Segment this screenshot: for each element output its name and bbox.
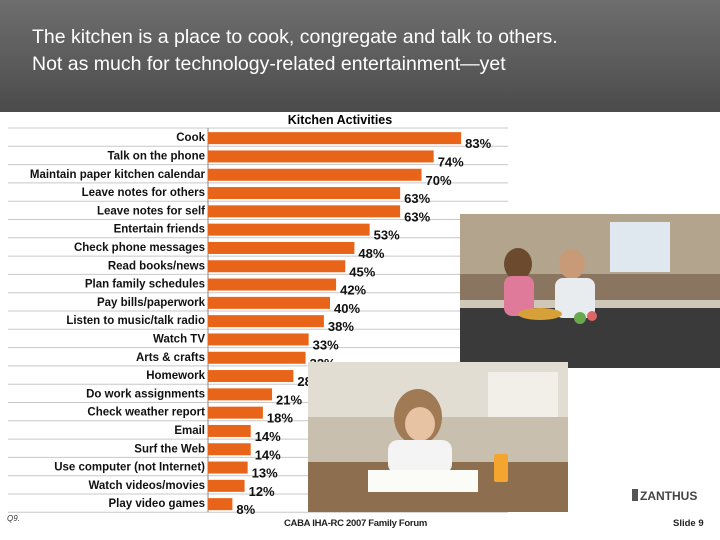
- question-footnote: Q9.: [7, 514, 20, 523]
- footer-event: CABA IHA-RC 2007 Family Forum: [284, 518, 427, 529]
- bar: [208, 498, 233, 511]
- category-label: Listen to music/talk radio: [66, 315, 205, 327]
- slide-number: Slide 9: [673, 518, 704, 529]
- bar: [208, 132, 462, 145]
- value-label: 13%: [252, 466, 278, 481]
- bar: [208, 388, 273, 401]
- teen-homework-photo: [308, 362, 568, 512]
- category-label: Maintain paper kitchen calendar: [30, 169, 206, 181]
- category-label: Check weather report: [87, 407, 205, 419]
- logo-text: ZANTHUS: [640, 489, 697, 503]
- category-label: Leave notes for others: [82, 187, 205, 199]
- bar: [208, 443, 251, 456]
- slide-header: The kitchen is a place to cook, congrega…: [0, 0, 720, 112]
- bar: [208, 241, 355, 254]
- bar: [208, 370, 294, 383]
- chart-title: Kitchen Activities: [288, 113, 392, 127]
- value-label: 33%: [313, 337, 339, 352]
- category-label: Talk on the phone: [107, 150, 205, 162]
- bar: [208, 406, 263, 419]
- category-label: Plan family schedules: [85, 279, 205, 291]
- category-label: Entertain friends: [114, 224, 205, 236]
- value-label: 21%: [276, 392, 302, 407]
- value-label: 14%: [255, 429, 281, 444]
- title-line-1: The kitchen is a place to cook, congrega…: [32, 26, 558, 48]
- value-label: 38%: [328, 319, 354, 334]
- category-label: Watch TV: [153, 333, 205, 345]
- bar: [208, 260, 346, 273]
- value-label: 74%: [438, 154, 464, 169]
- value-label: 53%: [374, 228, 400, 243]
- category-label: Homework: [146, 370, 205, 382]
- kitchen-couple-photo: [460, 214, 720, 368]
- category-label: Arts & crafts: [136, 352, 205, 364]
- bar: [208, 168, 422, 181]
- category-label: Play video games: [108, 498, 205, 510]
- bar: [208, 461, 248, 474]
- category-label: Do work assignments: [86, 388, 205, 400]
- category-label: Use computer (not Internet): [54, 462, 205, 474]
- category-label: Surf the Web: [134, 443, 205, 455]
- kitchen-activities-chart: Kitchen Activities Cook 83% Talk on the pho…: [8, 113, 508, 517]
- value-label: 8%: [236, 502, 255, 517]
- category-label: Email: [174, 425, 205, 437]
- bar: [208, 479, 245, 492]
- slide-title: The kitchen is a place to cook, congrega…: [32, 24, 702, 78]
- bar: [208, 278, 337, 291]
- value-label: 83%: [465, 136, 491, 151]
- bar: [208, 424, 251, 437]
- value-label: 63%: [404, 209, 430, 224]
- category-label: Cook: [176, 132, 205, 144]
- value-label: 18%: [267, 411, 293, 426]
- zanthus-logo: ZANTHUS: [632, 489, 697, 503]
- value-label: 45%: [349, 264, 375, 279]
- value-label: 70%: [426, 173, 452, 188]
- bar: [208, 351, 306, 364]
- value-label: 12%: [249, 484, 275, 499]
- value-label: 48%: [358, 246, 384, 261]
- value-label: 14%: [255, 447, 281, 462]
- value-label: 42%: [340, 283, 366, 298]
- bar: [208, 333, 309, 346]
- bar: [208, 296, 330, 309]
- category-label: Watch videos/movies: [88, 480, 205, 492]
- bar: [208, 187, 401, 200]
- bar: [208, 150, 434, 163]
- bar: [208, 205, 401, 218]
- category-label: Check phone messages: [74, 242, 205, 254]
- category-label: Leave notes for self: [97, 205, 205, 217]
- category-label: Pay bills/paperwork: [97, 297, 206, 309]
- title-line-2: Not as much for technology-related enter…: [32, 53, 506, 75]
- value-label: 63%: [404, 191, 430, 206]
- category-label: Read books/news: [108, 260, 205, 272]
- bar: [208, 223, 370, 236]
- bar: [208, 315, 324, 328]
- value-label: 40%: [334, 301, 360, 316]
